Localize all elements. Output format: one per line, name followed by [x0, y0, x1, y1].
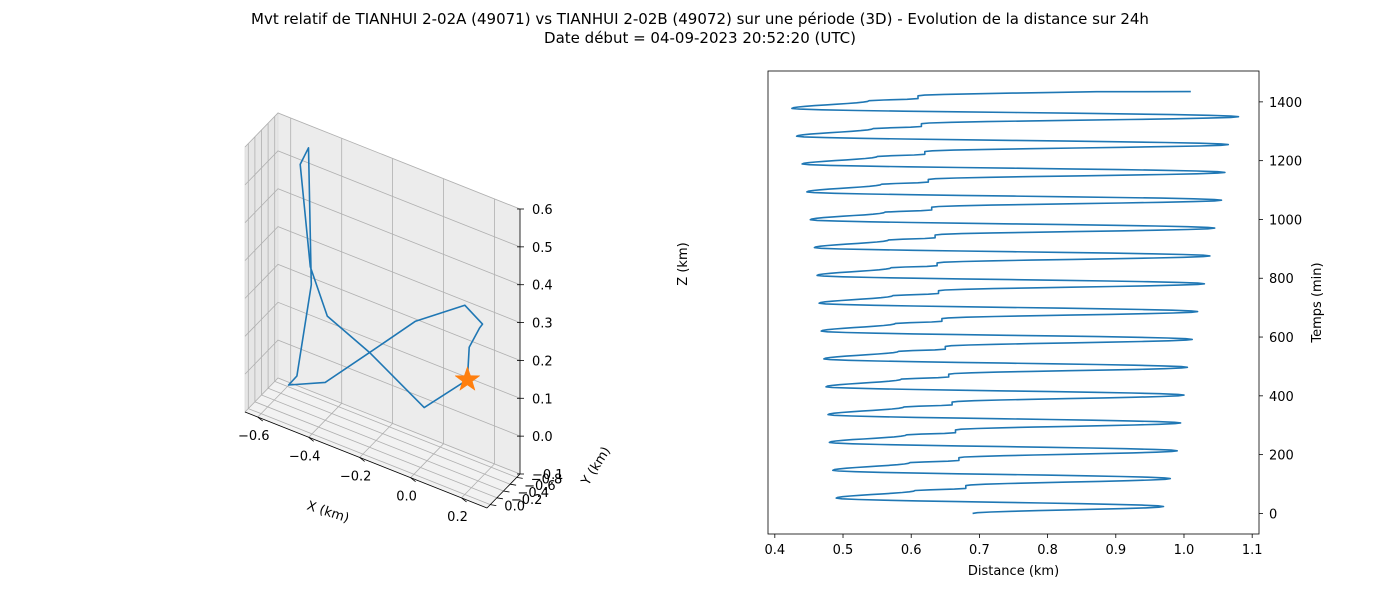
relative-trajectory: [287, 147, 484, 409]
y-tick-mark: [510, 483, 517, 486]
x-tick-label: 0.8: [1037, 543, 1058, 558]
distance-curve: [791, 90, 1240, 515]
x-tick-label: 0.6: [901, 543, 922, 558]
z-gridline: [244, 263, 521, 361]
z-gridline: [244, 377, 521, 475]
plot-frame: [767, 70, 1260, 535]
x-tick-label: 0.2: [447, 510, 468, 525]
start-position-star: [454, 366, 481, 391]
z-axis-label: Z (km): [676, 242, 691, 285]
x-tick-mark: [461, 497, 467, 503]
z-gridline: [244, 150, 521, 248]
x-tick-mark: [308, 436, 314, 442]
x-tick-mark: [359, 457, 365, 462]
y-tick-label: 800: [1269, 272, 1294, 287]
y-tick-label: 0.0: [504, 500, 525, 515]
y-tick-mark: [503, 490, 510, 493]
y-tick-mark: [490, 504, 497, 506]
z-gridline: [244, 188, 521, 286]
x-tick-mark: [257, 416, 263, 422]
x-axis-label: Distance (km): [968, 564, 1059, 579]
x-tick-label: 1.1: [1242, 543, 1263, 558]
y-tick-label: 200: [1269, 449, 1294, 464]
y-tick-label: −0.4: [518, 486, 550, 501]
x-tick-label: 0.0: [396, 490, 417, 505]
y-tick-mark: [516, 477, 523, 479]
y-tick-label: 1200: [1269, 155, 1302, 170]
x-tick-mark: [410, 477, 416, 482]
x-tick-label: −0.2: [340, 469, 372, 484]
z-tick-label: 0.0: [532, 430, 553, 445]
x-tick-label: 0.5: [833, 543, 854, 558]
y-tick-label: 1000: [1269, 213, 1302, 228]
chart-subtitle: Date début = 04-09-2023 20:52:20 (UTC): [544, 29, 856, 47]
z-tick-label: 0.2: [532, 354, 553, 369]
z-tick-label: 0.6: [532, 203, 553, 218]
x-tick-label: 0.9: [1105, 543, 1126, 558]
y-tick-label: −0.8: [531, 472, 563, 487]
z-gridline: [244, 112, 521, 210]
z-tick-label: 0.3: [532, 317, 553, 332]
z-gridline: [244, 301, 521, 399]
z-tick-label: 0.1: [532, 392, 553, 407]
y-axis-label: Y (km): [578, 444, 614, 489]
x-axis-label: X (km): [305, 499, 351, 527]
y-tick-label: −0.2: [511, 493, 543, 508]
x-tick-label: 1.0: [1174, 543, 1195, 558]
z-tick-label: −0.1: [532, 468, 564, 483]
y-tick-label: 600: [1269, 331, 1294, 346]
z-tick-label: 0.5: [532, 241, 553, 256]
y-tick-label: 0: [1269, 507, 1277, 522]
z-tick-label: 0.4: [532, 279, 553, 294]
z-gridline: [244, 226, 521, 323]
z-gridline: [244, 339, 521, 437]
y-tick-label: 400: [1269, 390, 1294, 405]
y-tick-label: −0.6: [524, 479, 556, 494]
x-axis-line: [244, 411, 488, 509]
plot-3d: −0.6−0.4−0.20.00.20.0−0.2−0.4−0.6−0.8−0.…: [238, 112, 691, 527]
plot-distance: 0.4 0.5 0.6 0.7 0.8 0.9 1.0 1.1 0 200 400 600 800 100…: [764, 70, 1325, 579]
x-tick-label: −0.6: [238, 429, 270, 444]
x-tick-label: −0.4: [289, 449, 321, 464]
y-axis-label: Temps (min): [1310, 262, 1325, 343]
x-tick-label: 0.4: [764, 543, 785, 558]
y-tick-mark: [496, 497, 503, 500]
y-tick-label: 1400: [1269, 96, 1302, 111]
chart-title: Mvt relatif de TIANHUI 2-02A (49071) vs …: [251, 10, 1149, 28]
x-tick-label: 0.7: [969, 543, 990, 558]
